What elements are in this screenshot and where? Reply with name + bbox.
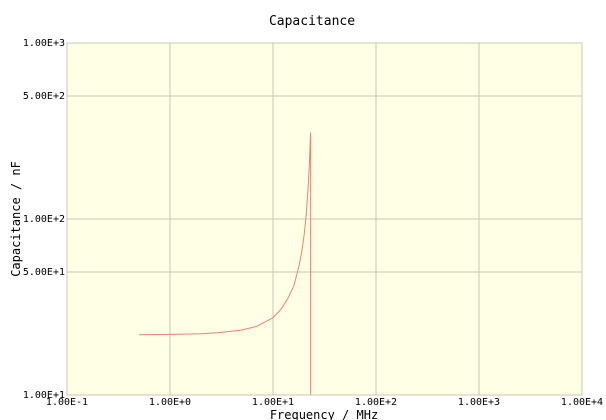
x-tick-label: 1.00E+4 [561, 397, 603, 408]
x-axis-ticks: 1.00E-1 1.00E+0 1.00E+1 1.00E+2 1.00E+3 1.00E… [46, 397, 603, 408]
x-tick-label: 1.00E+1 [252, 397, 294, 408]
y-tick-label: 5.00E+2 [23, 91, 65, 102]
y-axis-ticks: 1.00E+1 5.00E+1 1.00E+2 5.00E+2 1.00E+3 [23, 38, 65, 401]
x-tick-label: 1.00E+0 [149, 397, 191, 408]
series-line [138, 132, 312, 395]
series-layer [138, 132, 312, 395]
y-tick-label: 1.00E+1 [23, 390, 65, 401]
y-tick-label: 1.00E+2 [23, 214, 65, 225]
x-tick-label: 1.00E+3 [458, 397, 500, 408]
x-tick-label: 1.00E-1 [46, 397, 88, 408]
chart-title: Capacitance [269, 14, 355, 29]
plot-frame [66, 42, 583, 396]
y-axis-label: Capacitance / nF [9, 161, 23, 277]
y-tick-label: 1.00E+3 [23, 38, 65, 49]
x-tick-label: 1.00E+2 [355, 397, 397, 408]
x-axis-label: Frequency / MHz [270, 408, 378, 420]
y-tick-label: 5.00E+1 [23, 267, 65, 278]
